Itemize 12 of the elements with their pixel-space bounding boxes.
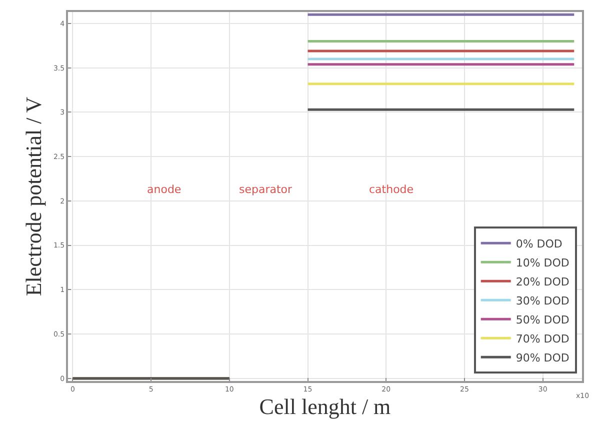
legend-label: 20% DOD (516, 275, 570, 288)
legend-label: 90% DOD (516, 351, 570, 364)
legend-label: 0% DOD (516, 237, 562, 250)
y-axis-title: Electrode potential / V (20, 96, 46, 296)
legend-label: 70% DOD (516, 332, 570, 346)
x-axis-title: Cell lenght / m (259, 394, 391, 419)
annotation: cathode (369, 183, 414, 196)
legend-label: 50% DOD (516, 313, 570, 326)
legend-label: 10% DOD (516, 256, 570, 270)
annotation: separator (239, 183, 293, 196)
legend-label: 30% DOD (516, 294, 570, 308)
annotation: anode (147, 183, 182, 196)
